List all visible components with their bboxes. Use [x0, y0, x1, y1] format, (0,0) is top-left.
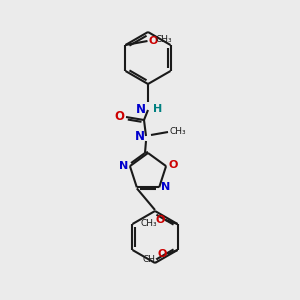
- Text: CH₃: CH₃: [156, 34, 172, 43]
- Text: O: O: [157, 249, 167, 259]
- Text: H: H: [153, 104, 162, 114]
- Text: CH₃: CH₃: [141, 220, 158, 229]
- Text: CH₃: CH₃: [143, 256, 160, 265]
- Text: CH₃: CH₃: [169, 127, 186, 136]
- Text: N: N: [136, 103, 146, 116]
- Text: O: O: [168, 160, 177, 170]
- Text: O: O: [155, 215, 164, 225]
- Text: O: O: [114, 110, 124, 122]
- Text: N: N: [119, 161, 128, 171]
- Text: N: N: [161, 182, 170, 192]
- Text: O: O: [148, 36, 158, 46]
- Text: N: N: [135, 130, 145, 142]
